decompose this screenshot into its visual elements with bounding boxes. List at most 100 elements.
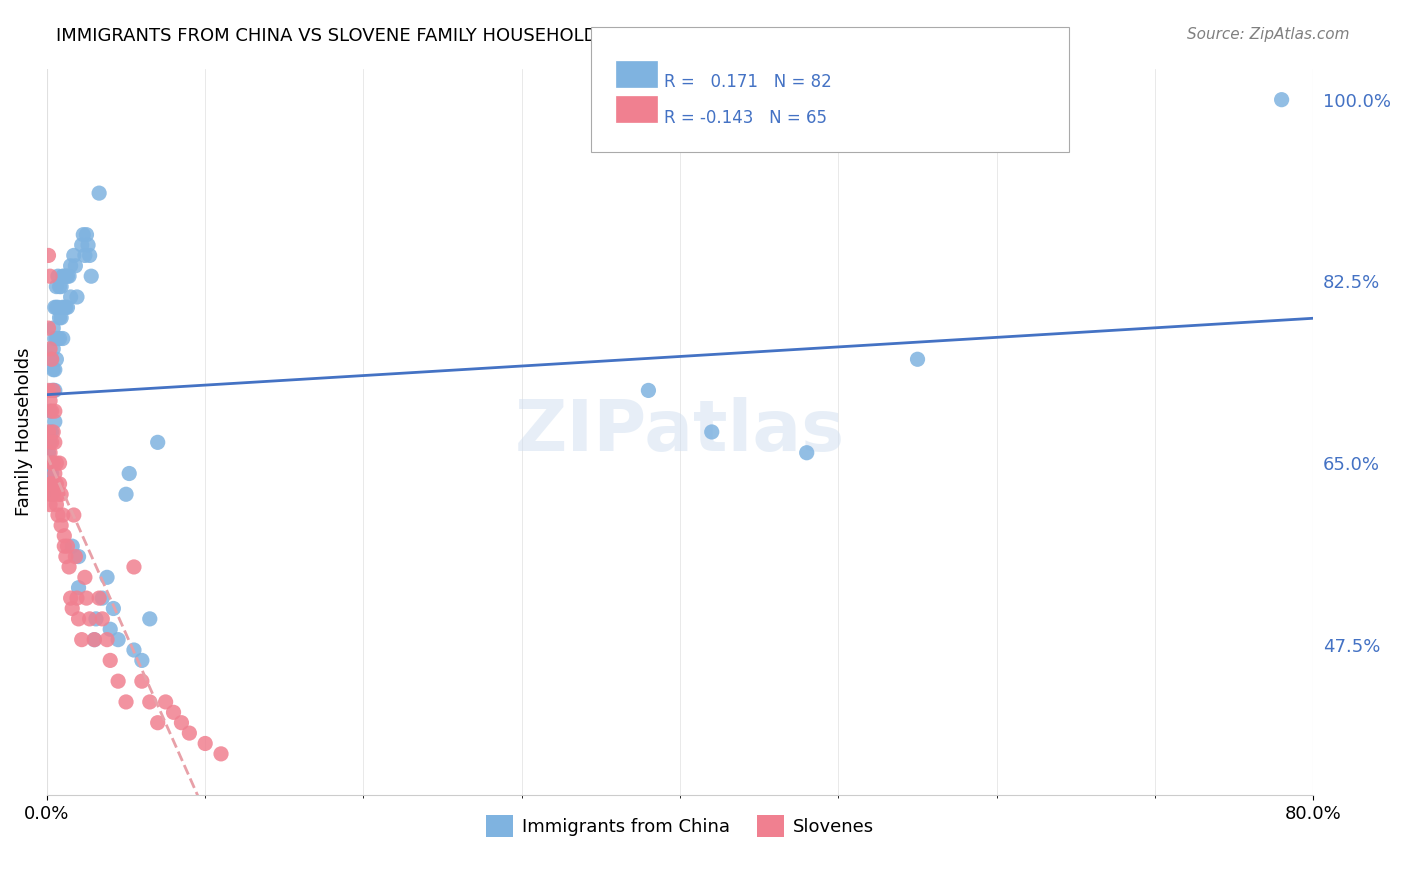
Point	[42, 384, 65, 398]
Point	[48, 456, 70, 470]
Point	[59, 591, 82, 606]
Point	[55, 549, 77, 564]
Point	[37, 248, 59, 262]
Point	[83, 632, 105, 647]
Point	[637, 384, 659, 398]
Text: R =   0.171   N = 82: R = 0.171 N = 82	[664, 73, 831, 91]
Point	[56, 301, 79, 315]
Point	[39, 342, 62, 356]
Point	[44, 362, 66, 376]
Point	[44, 331, 66, 345]
Point	[103, 601, 125, 615]
Point	[41, 456, 63, 470]
Point	[46, 508, 69, 522]
Text: ZIPatlas: ZIPatlas	[515, 398, 845, 467]
Point	[77, 238, 100, 252]
Point	[118, 467, 141, 481]
Point	[179, 726, 201, 740]
Point	[1271, 93, 1294, 107]
Point	[49, 518, 72, 533]
Point	[48, 279, 70, 293]
Point	[53, 269, 76, 284]
Point	[56, 539, 79, 553]
Point	[37, 435, 59, 450]
Point	[131, 674, 153, 689]
Point	[45, 279, 67, 293]
Point	[41, 467, 63, 481]
Point	[65, 259, 87, 273]
Point	[42, 362, 65, 376]
Point	[46, 331, 69, 345]
Point	[41, 425, 63, 439]
Point	[62, 508, 84, 522]
Point	[67, 612, 90, 626]
Point	[41, 456, 63, 470]
Point	[41, 476, 63, 491]
Point	[39, 456, 62, 470]
Point	[131, 653, 153, 667]
Point	[41, 352, 63, 367]
Point	[67, 549, 90, 564]
Point	[37, 425, 59, 439]
Point	[44, 435, 66, 450]
Point	[796, 446, 818, 460]
Point	[37, 321, 59, 335]
Point	[59, 259, 82, 273]
Point	[79, 248, 101, 262]
Point	[98, 622, 121, 636]
Point	[41, 487, 63, 501]
Point	[73, 248, 96, 262]
Point	[55, 269, 77, 284]
Point	[72, 227, 94, 242]
Text: Source: ZipAtlas.com: Source: ZipAtlas.com	[1187, 27, 1350, 42]
Point	[52, 508, 75, 522]
Point	[209, 747, 232, 761]
Point	[42, 456, 65, 470]
Point	[46, 269, 69, 284]
Point	[62, 248, 84, 262]
Point	[39, 498, 62, 512]
Point	[84, 612, 107, 626]
Point	[39, 476, 62, 491]
Point	[39, 456, 62, 470]
Point	[194, 736, 217, 750]
Point	[39, 446, 62, 460]
Point	[170, 715, 193, 730]
Point	[45, 331, 67, 345]
Point	[96, 570, 118, 584]
Point	[907, 352, 929, 367]
Point	[53, 301, 76, 315]
Point	[53, 529, 76, 543]
Point	[45, 498, 67, 512]
Point	[42, 321, 65, 335]
Point	[59, 290, 82, 304]
Point	[115, 487, 138, 501]
Point	[107, 632, 129, 647]
Y-axis label: Family Households: Family Households	[15, 348, 32, 516]
Point	[44, 384, 66, 398]
Point	[66, 591, 89, 606]
Point	[146, 715, 169, 730]
Point	[96, 632, 118, 647]
Point	[98, 653, 121, 667]
Point	[44, 415, 66, 429]
Point	[52, 331, 75, 345]
Point	[70, 632, 93, 647]
Point	[146, 435, 169, 450]
Point	[41, 404, 63, 418]
Point	[39, 404, 62, 418]
Text: IMMIGRANTS FROM CHINA VS SLOVENE FAMILY HOUSEHOLDS CORRELATION CHART: IMMIGRANTS FROM CHINA VS SLOVENE FAMILY …	[56, 27, 810, 45]
Point	[39, 476, 62, 491]
Point	[89, 186, 111, 201]
Point	[39, 487, 62, 501]
Point	[70, 238, 93, 252]
Point	[41, 384, 63, 398]
Point	[41, 435, 63, 450]
Point	[58, 560, 80, 574]
Point	[42, 342, 65, 356]
Point	[37, 384, 59, 398]
Point	[46, 487, 69, 501]
Point	[39, 393, 62, 408]
Point	[39, 435, 62, 450]
Point	[46, 301, 69, 315]
